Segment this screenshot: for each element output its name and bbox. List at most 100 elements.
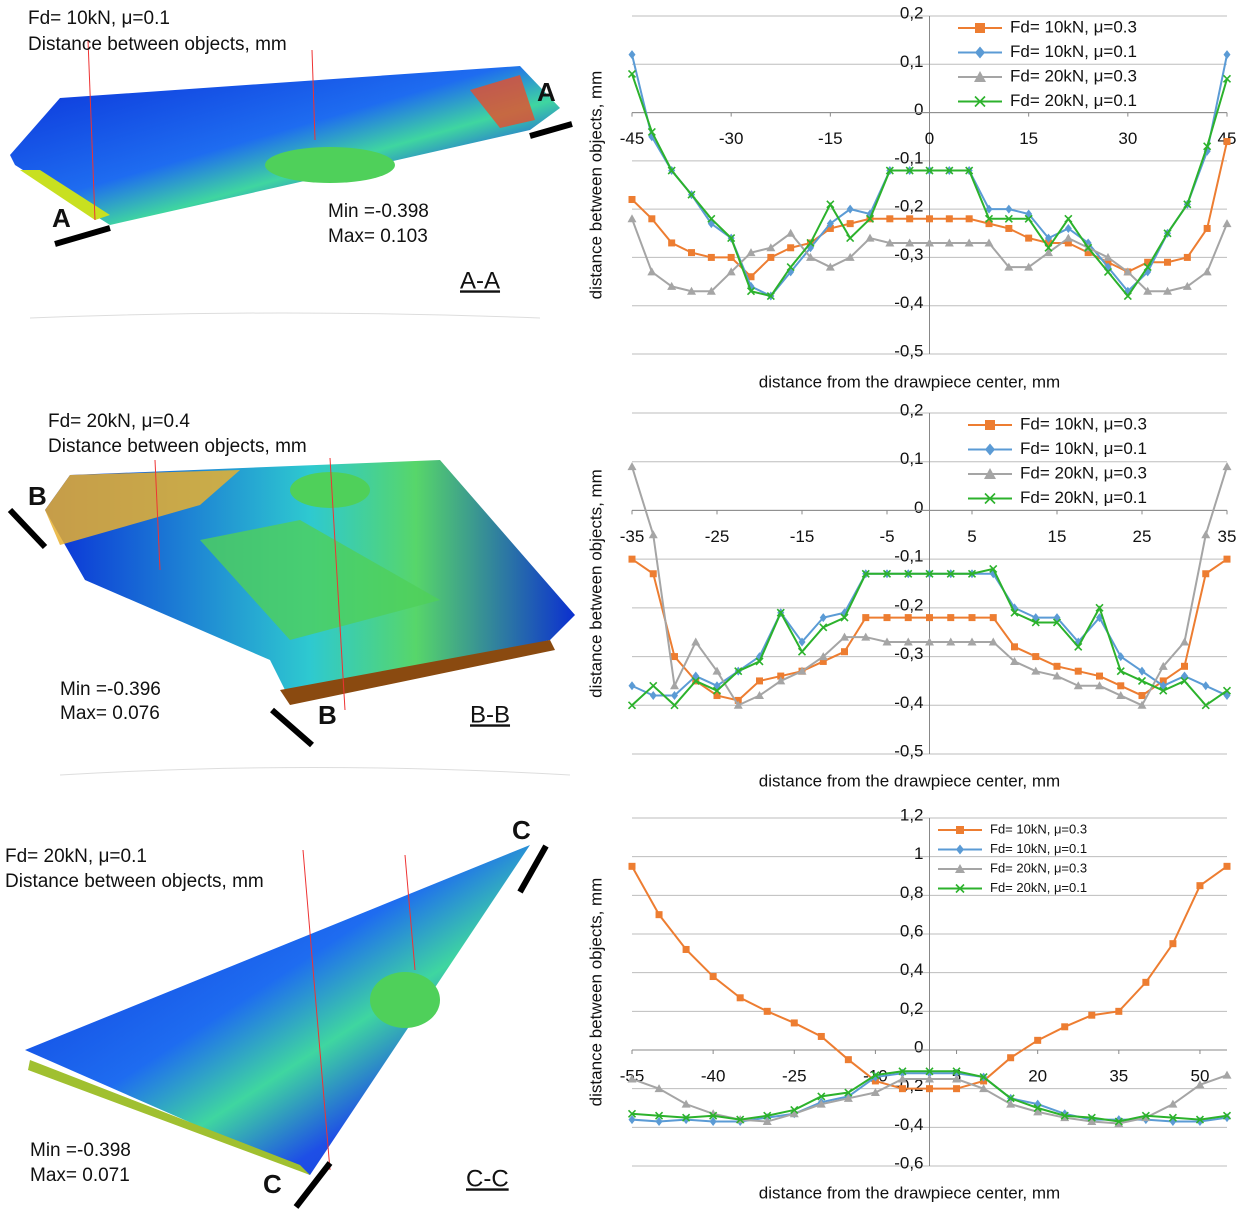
y-tick-label: 0,2 bbox=[900, 400, 924, 419]
marker bbox=[1025, 235, 1032, 242]
page: Fd= 10kN, μ=0.1 Distance between objects… bbox=[0, 0, 1247, 1209]
y-tick-label: -0,5 bbox=[894, 741, 923, 760]
x-tick-label: -25 bbox=[705, 527, 730, 546]
x-tick-label: -15 bbox=[790, 527, 815, 546]
marker bbox=[1065, 224, 1072, 233]
marker bbox=[1224, 50, 1231, 59]
section-label: C-C bbox=[466, 1165, 509, 1192]
marker bbox=[847, 220, 854, 227]
marker bbox=[650, 682, 657, 689]
marker bbox=[629, 863, 636, 870]
marker bbox=[1224, 556, 1231, 563]
y-tick-label: 0 bbox=[914, 1037, 923, 1056]
marker bbox=[767, 254, 774, 261]
marker bbox=[926, 215, 933, 222]
y-axis-title: distance between objects, mm bbox=[586, 469, 605, 698]
marker bbox=[791, 1019, 798, 1026]
legend-label: Fd= 20kN, μ=0.3 bbox=[990, 860, 1087, 875]
marker bbox=[1142, 979, 1149, 986]
x-axis-title: distance from the drawpiece center, mm bbox=[759, 372, 1060, 391]
legend-label: Fd= 20kN, μ=0.1 bbox=[1010, 91, 1137, 110]
marker bbox=[1007, 1054, 1014, 1061]
legend-label: Fd= 10kN, μ=0.3 bbox=[990, 821, 1087, 836]
y-tick-label: -0,5 bbox=[894, 341, 923, 360]
marker bbox=[1223, 462, 1232, 470]
marker bbox=[787, 244, 794, 251]
section-label: B-B bbox=[470, 701, 510, 728]
marker bbox=[1223, 1071, 1232, 1079]
marker bbox=[629, 681, 636, 690]
marker bbox=[628, 214, 637, 222]
marker bbox=[1088, 1012, 1095, 1019]
fem-panel: Fd= 10kN, μ=0.1 Distance between objects… bbox=[10, 8, 572, 318]
x-tick-label: -40 bbox=[701, 1066, 726, 1085]
marker bbox=[650, 691, 657, 700]
marker bbox=[650, 570, 657, 577]
section-label: A-A bbox=[460, 267, 500, 294]
marker bbox=[862, 614, 869, 621]
x-tick-label: 30 bbox=[1118, 129, 1137, 148]
y-tick-label: 0 bbox=[914, 100, 923, 119]
y-tick-label: 1 bbox=[914, 844, 923, 863]
marker bbox=[946, 215, 953, 222]
marker bbox=[1224, 863, 1231, 870]
x-axis-title: distance from the drawpiece center, mm bbox=[759, 771, 1060, 790]
plate bbox=[25, 845, 530, 1175]
figure: Fd= 10kN, μ=0.1 Distance between objects… bbox=[0, 0, 1247, 1209]
x-tick-label: 15 bbox=[1048, 527, 1067, 546]
section-line bbox=[272, 710, 312, 745]
marker bbox=[990, 614, 997, 621]
marker bbox=[1032, 653, 1039, 660]
marker bbox=[708, 254, 715, 261]
marker bbox=[668, 239, 675, 246]
y-tick-label: 0 bbox=[914, 498, 923, 517]
section-mark: A bbox=[537, 77, 556, 107]
marker bbox=[1005, 225, 1012, 232]
marker bbox=[1223, 219, 1232, 227]
marker bbox=[756, 677, 763, 684]
max-label: Max= 0.071 bbox=[30, 1165, 130, 1186]
marker bbox=[1034, 1037, 1041, 1044]
marker bbox=[1196, 882, 1203, 889]
region bbox=[265, 147, 395, 183]
marker bbox=[710, 973, 717, 980]
marker bbox=[737, 994, 744, 1001]
section-mark: C bbox=[512, 815, 531, 845]
legend-marker bbox=[975, 47, 985, 59]
x-tick-label: 35 bbox=[1109, 1066, 1128, 1085]
marker bbox=[906, 215, 913, 222]
x-tick-label: -45 bbox=[620, 129, 645, 148]
marker bbox=[799, 648, 806, 655]
legend-marker bbox=[985, 420, 995, 430]
marker bbox=[1203, 267, 1212, 275]
marker bbox=[1202, 570, 1209, 577]
marker bbox=[947, 614, 954, 621]
y-tick-label: -0,4 bbox=[894, 293, 923, 312]
max-label: Max= 0.076 bbox=[60, 703, 160, 724]
marker bbox=[845, 1056, 852, 1063]
x-tick-label: -35 bbox=[620, 527, 645, 546]
fem-panel: Fd= 20kN, μ=0.1 Distance between objects… bbox=[5, 815, 546, 1207]
section-mark: B bbox=[318, 700, 337, 730]
marker bbox=[1096, 673, 1103, 680]
marker bbox=[1201, 530, 1210, 538]
marker bbox=[1139, 692, 1146, 699]
y-tick-label: -0,1 bbox=[894, 547, 923, 566]
marker bbox=[1054, 663, 1061, 670]
y-tick-label: -0,2 bbox=[894, 197, 923, 216]
marker bbox=[656, 911, 663, 918]
min-label: Min =-0.398 bbox=[328, 201, 429, 222]
marker bbox=[926, 1085, 933, 1092]
marker bbox=[764, 1008, 771, 1015]
marker bbox=[1117, 682, 1124, 689]
section-line bbox=[530, 124, 572, 136]
marker bbox=[1011, 643, 1018, 650]
marker bbox=[629, 196, 636, 203]
marker bbox=[905, 614, 912, 621]
marker bbox=[1115, 1008, 1122, 1015]
min-label: Min =-0.398 bbox=[30, 1140, 131, 1161]
y-axis-title: distance between objects, mm bbox=[586, 878, 605, 1107]
legend-marker bbox=[956, 845, 964, 855]
load-label: Fd= 20kN, μ=0.4 bbox=[48, 411, 190, 432]
